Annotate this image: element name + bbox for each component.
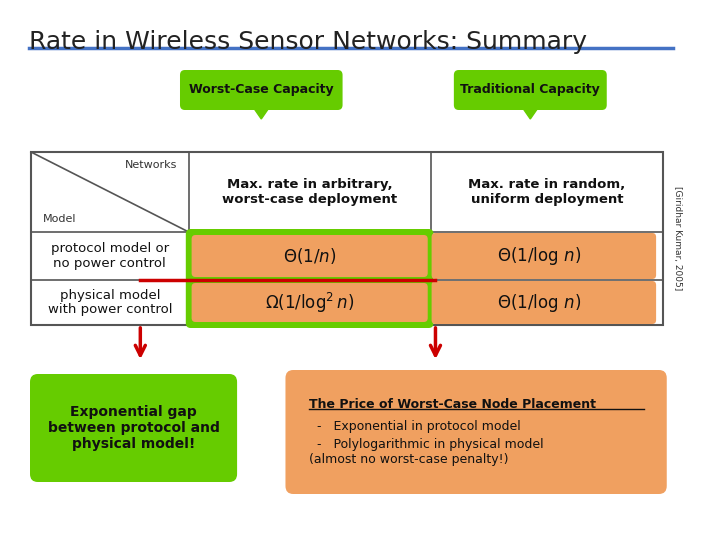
FancyBboxPatch shape <box>192 235 428 277</box>
Text: $\Theta(1/n)$: $\Theta(1/n)$ <box>283 246 336 266</box>
Text: Max. rate in random,
uniform deployment: Max. rate in random, uniform deployment <box>468 178 626 206</box>
Text: -   Exponential in protocol model: - Exponential in protocol model <box>309 420 521 433</box>
Text: -   Polylogarithmic in physical model
(almost no worst-case penalty!): - Polylogarithmic in physical model (alm… <box>309 438 544 466</box>
Bar <box>31 152 663 325</box>
FancyBboxPatch shape <box>431 233 656 279</box>
Text: physical model
with power control: physical model with power control <box>48 288 172 316</box>
FancyBboxPatch shape <box>186 277 433 328</box>
Text: $\Theta(1/\log\,n)$: $\Theta(1/\log\,n)$ <box>497 245 581 267</box>
FancyBboxPatch shape <box>192 283 428 322</box>
Text: Max. rate in arbitrary,
worst-case deployment: Max. rate in arbitrary, worst-case deplo… <box>222 178 397 206</box>
Text: Rate in Wireless Sensor Networks: Summary: Rate in Wireless Sensor Networks: Summar… <box>29 30 587 54</box>
Text: $\Theta(1/\log\,n)$: $\Theta(1/\log\,n)$ <box>497 292 581 314</box>
Text: Model: Model <box>42 214 76 224</box>
FancyBboxPatch shape <box>186 229 433 283</box>
Text: $\Omega(1/\log^2 n)$: $\Omega(1/\log^2 n)$ <box>265 291 354 314</box>
FancyBboxPatch shape <box>431 281 656 324</box>
Text: Networks: Networks <box>125 160 177 170</box>
Text: protocol model or
no power control: protocol model or no power control <box>51 242 169 270</box>
FancyBboxPatch shape <box>285 370 667 494</box>
FancyBboxPatch shape <box>180 70 343 110</box>
Text: Worst-Case Capacity: Worst-Case Capacity <box>189 84 333 97</box>
Text: The Price of Worst-Case Node Placement: The Price of Worst-Case Node Placement <box>309 398 595 411</box>
Polygon shape <box>521 105 540 119</box>
Text: Traditional Capacity: Traditional Capacity <box>460 84 600 97</box>
Text: [Giridhar Kumar, 2005]: [Giridhar Kumar, 2005] <box>673 186 682 291</box>
Text: Exponential gap
between protocol and
physical model!: Exponential gap between protocol and phy… <box>48 405 220 451</box>
FancyBboxPatch shape <box>30 374 237 482</box>
Polygon shape <box>251 105 271 119</box>
FancyBboxPatch shape <box>454 70 607 110</box>
